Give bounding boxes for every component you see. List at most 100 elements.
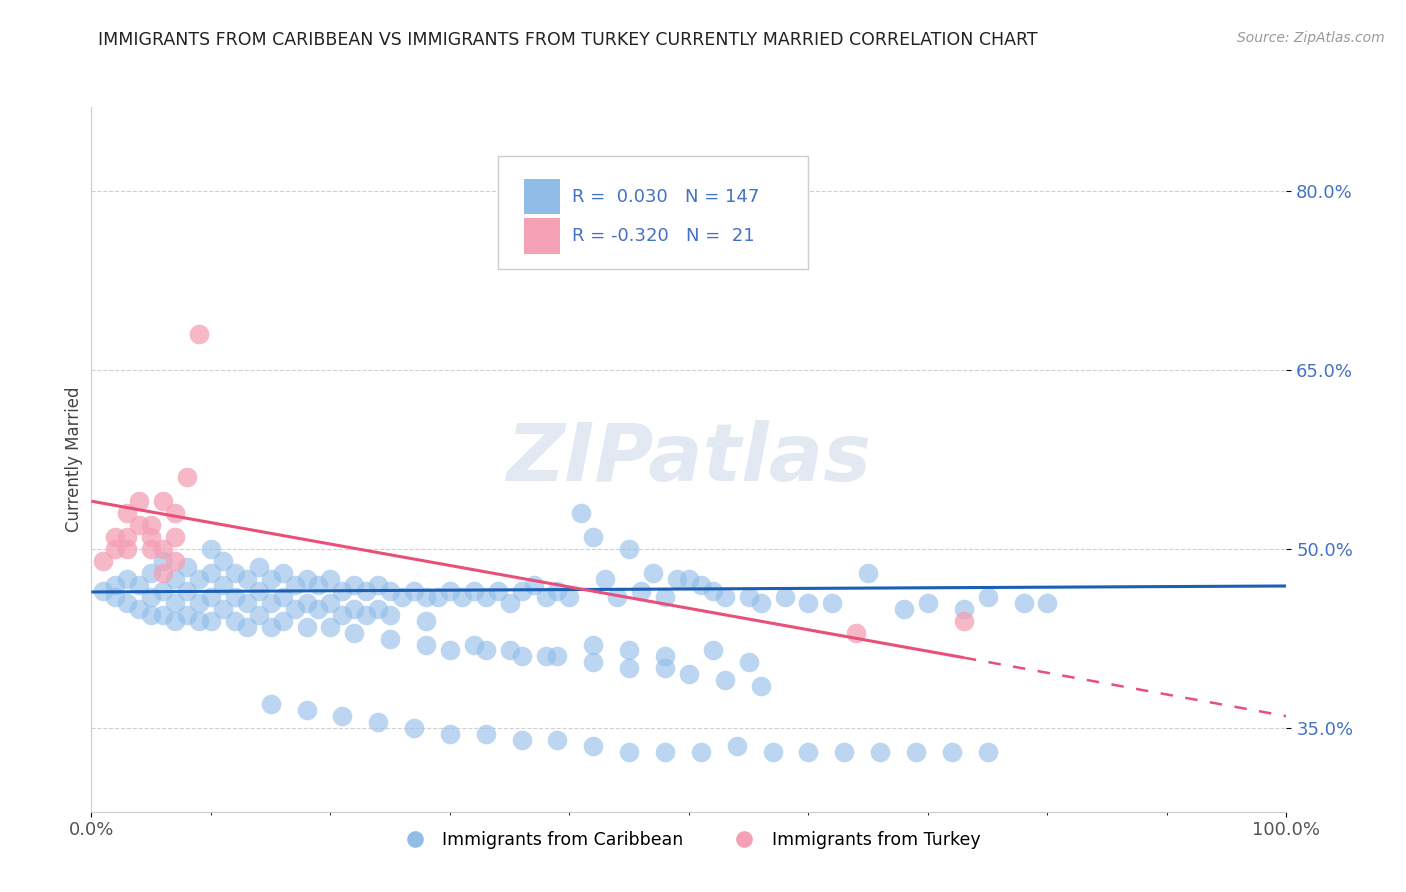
Point	[211, 601, 233, 615]
Point	[343, 578, 366, 592]
Point	[307, 578, 329, 592]
Point	[404, 583, 426, 598]
Point	[367, 601, 389, 615]
Point	[714, 590, 737, 604]
Point	[115, 506, 138, 520]
Point	[115, 530, 138, 544]
Point	[152, 607, 174, 622]
Point	[224, 614, 246, 628]
Point	[689, 578, 711, 592]
Point	[547, 583, 569, 598]
Point	[571, 506, 593, 520]
Text: R = -0.320   N =  21: R = -0.320 N = 21	[572, 227, 755, 245]
Point	[737, 656, 759, 670]
Point	[869, 745, 891, 759]
Point	[343, 625, 366, 640]
Point	[474, 590, 498, 604]
Point	[176, 470, 198, 484]
Point	[797, 596, 820, 610]
Point	[367, 578, 389, 592]
Point	[284, 601, 307, 615]
Point	[224, 590, 246, 604]
Point	[284, 578, 307, 592]
Point	[474, 727, 498, 741]
Point	[439, 583, 461, 598]
Point	[211, 578, 233, 592]
Point	[1012, 596, 1035, 610]
Point	[104, 590, 127, 604]
Point	[714, 673, 737, 688]
Point	[547, 733, 569, 747]
Point	[415, 590, 437, 604]
Point	[917, 596, 939, 610]
Point	[211, 554, 233, 568]
Point	[510, 733, 533, 747]
Point	[976, 590, 998, 604]
Point	[486, 583, 509, 598]
Point	[247, 607, 270, 622]
Point	[391, 590, 413, 604]
Point	[404, 721, 426, 735]
Point	[152, 583, 174, 598]
Point	[332, 583, 354, 598]
Point	[259, 697, 281, 711]
Point	[176, 583, 198, 598]
Point	[856, 566, 880, 580]
Point	[737, 590, 759, 604]
Point	[558, 590, 581, 604]
Point	[141, 607, 162, 622]
Text: Source: ZipAtlas.com: Source: ZipAtlas.com	[1237, 31, 1385, 45]
Point	[128, 494, 150, 508]
Point	[141, 518, 162, 533]
Point	[534, 590, 557, 604]
Point	[702, 643, 724, 657]
Point	[463, 583, 485, 598]
Point	[163, 530, 186, 544]
Point	[905, 745, 928, 759]
Point	[259, 619, 281, 633]
Text: R =  0.030   N = 147: R = 0.030 N = 147	[572, 187, 759, 205]
Point	[247, 583, 270, 598]
Point	[163, 596, 186, 610]
Y-axis label: Currently Married: Currently Married	[65, 386, 83, 533]
Point	[415, 614, 437, 628]
Point	[582, 739, 605, 753]
Point	[953, 601, 976, 615]
Point	[163, 614, 186, 628]
Point	[259, 572, 281, 586]
Point	[761, 745, 783, 759]
Point	[307, 601, 329, 615]
Point	[367, 715, 389, 730]
Point	[235, 572, 259, 586]
Point	[152, 566, 174, 580]
Point	[128, 518, 150, 533]
Point	[187, 572, 211, 586]
Point	[641, 566, 664, 580]
Point	[104, 530, 127, 544]
Point	[235, 619, 259, 633]
Point	[474, 643, 498, 657]
Point	[439, 643, 461, 657]
Point	[619, 541, 641, 556]
Point	[415, 638, 437, 652]
Point	[1036, 596, 1059, 610]
Point	[845, 625, 868, 640]
Point	[128, 578, 150, 592]
Point	[141, 566, 162, 580]
Point	[200, 614, 222, 628]
Point	[271, 566, 294, 580]
Point	[654, 649, 676, 664]
FancyBboxPatch shape	[524, 219, 560, 253]
Point	[152, 541, 174, 556]
Point	[343, 601, 366, 615]
Point	[319, 619, 342, 633]
Point	[295, 619, 318, 633]
Point	[582, 656, 605, 670]
Point	[797, 745, 820, 759]
Point	[354, 607, 377, 622]
Point	[749, 596, 772, 610]
Point	[115, 596, 138, 610]
Point	[619, 661, 641, 675]
Point	[773, 590, 796, 604]
Point	[271, 590, 294, 604]
